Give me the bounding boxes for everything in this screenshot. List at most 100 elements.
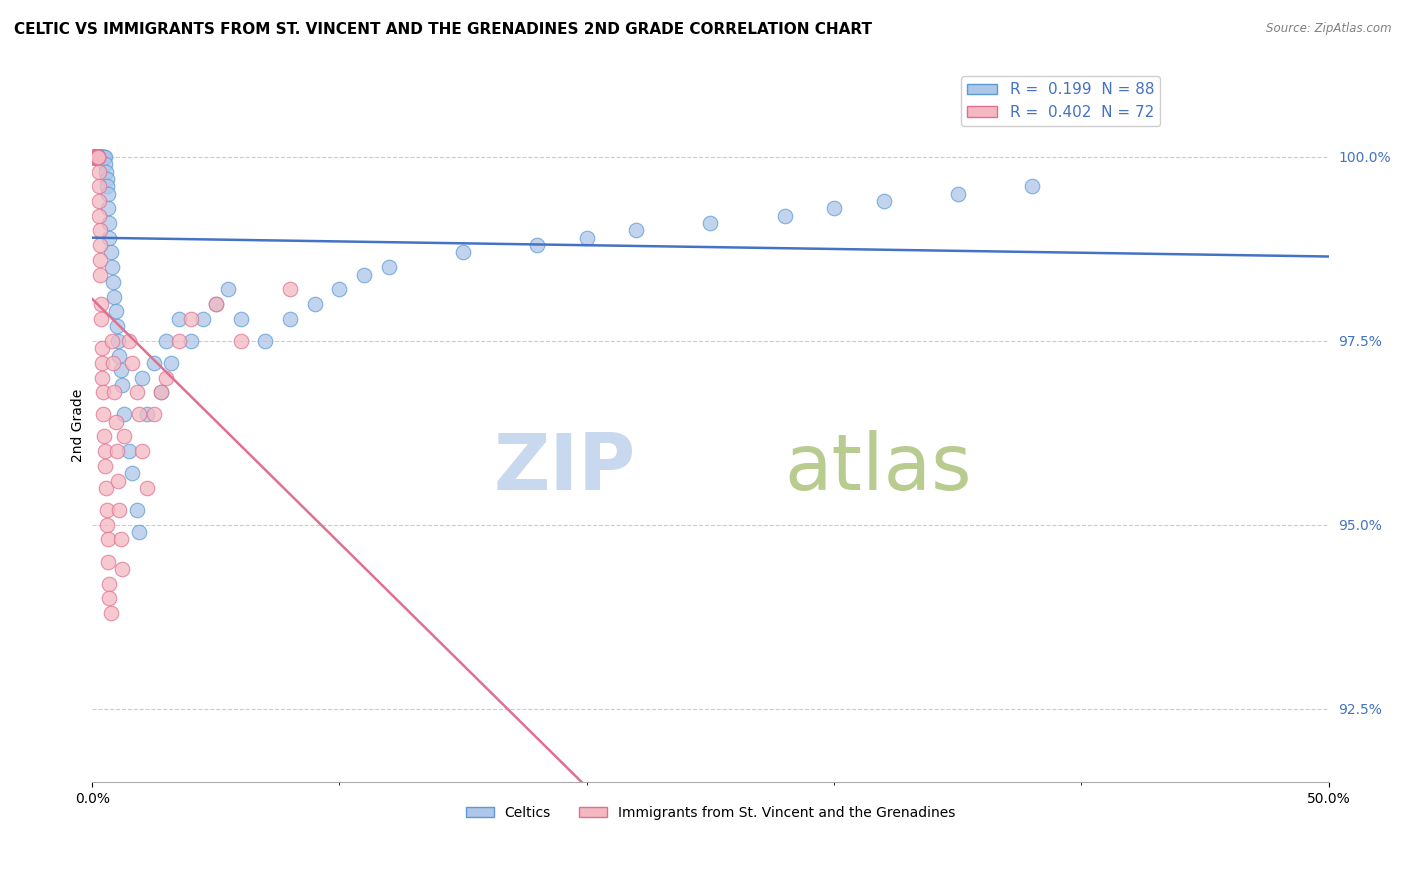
Point <box>121 356 143 370</box>
Point <box>451 245 474 260</box>
Point <box>128 408 150 422</box>
Point <box>217 282 239 296</box>
Point <box>89 209 111 223</box>
Point <box>86 150 108 164</box>
Point <box>626 223 648 237</box>
Text: atlas: atlas <box>785 430 972 507</box>
Point <box>89 238 111 252</box>
Point <box>110 533 132 547</box>
Point <box>353 268 375 282</box>
Point <box>84 150 107 164</box>
Point <box>773 209 796 223</box>
Point <box>94 164 117 178</box>
Point <box>98 591 121 606</box>
Point <box>872 194 894 208</box>
Point <box>89 252 111 267</box>
Point <box>87 150 110 164</box>
Point <box>87 194 110 208</box>
Point <box>526 238 548 252</box>
Point <box>229 334 252 348</box>
Y-axis label: 2nd Grade: 2nd Grade <box>72 389 86 462</box>
Point <box>90 150 112 164</box>
Point <box>946 186 969 201</box>
Point <box>84 150 107 164</box>
Point <box>96 517 118 532</box>
Text: ZIP: ZIP <box>494 430 637 507</box>
Point <box>100 606 122 620</box>
Point <box>103 356 125 370</box>
Point <box>98 216 121 230</box>
Point <box>91 370 114 384</box>
Point <box>84 150 107 164</box>
Point <box>193 311 215 326</box>
Point <box>131 370 153 384</box>
Point <box>229 311 252 326</box>
Point <box>205 297 228 311</box>
Point <box>105 444 128 458</box>
Point <box>91 408 114 422</box>
Point <box>90 150 112 164</box>
Point <box>103 290 125 304</box>
Point <box>143 356 166 370</box>
Point <box>108 503 131 517</box>
Point <box>90 341 112 355</box>
Point <box>699 216 721 230</box>
Point <box>82 150 104 164</box>
Point <box>93 150 115 164</box>
Point <box>91 150 114 164</box>
Point <box>278 282 301 296</box>
Point <box>84 150 107 164</box>
Text: CELTIC VS IMMIGRANTS FROM ST. VINCENT AND THE GRENADINES 2ND GRADE CORRELATION C: CELTIC VS IMMIGRANTS FROM ST. VINCENT AN… <box>14 22 872 37</box>
Point <box>87 150 110 164</box>
Point <box>93 444 115 458</box>
Point <box>110 363 132 377</box>
Point <box>160 356 183 370</box>
Point <box>87 150 110 164</box>
Point <box>93 429 115 443</box>
Point <box>86 150 108 164</box>
Text: Source: ZipAtlas.com: Source: ZipAtlas.com <box>1267 22 1392 36</box>
Point <box>118 334 141 348</box>
Point <box>83 150 105 164</box>
Point <box>83 150 105 164</box>
Point <box>328 282 350 296</box>
Point <box>1021 179 1043 194</box>
Point <box>86 150 108 164</box>
Point <box>167 311 190 326</box>
Point <box>94 458 117 473</box>
Point <box>89 268 111 282</box>
Point <box>89 150 111 164</box>
Point <box>86 150 108 164</box>
Point <box>94 481 117 495</box>
Point <box>84 150 107 164</box>
Point <box>83 150 105 164</box>
Legend: Celtics, Immigrants from St. Vincent and the Grenadines: Celtics, Immigrants from St. Vincent and… <box>460 800 960 825</box>
Point <box>101 260 124 275</box>
Point <box>98 231 121 245</box>
Point <box>135 408 157 422</box>
Point <box>103 275 125 289</box>
Point <box>107 474 129 488</box>
Point <box>84 150 107 164</box>
Point <box>86 150 108 164</box>
Point <box>83 150 105 164</box>
Point <box>125 385 148 400</box>
Point <box>107 334 129 348</box>
Point <box>86 150 108 164</box>
Point <box>86 150 108 164</box>
Point <box>87 150 110 164</box>
Point <box>155 334 177 348</box>
Point <box>87 150 110 164</box>
Point <box>104 304 127 318</box>
Point <box>83 150 105 164</box>
Point <box>118 444 141 458</box>
Point <box>180 311 202 326</box>
Point <box>90 150 112 164</box>
Point <box>98 576 121 591</box>
Point <box>96 179 118 194</box>
Point <box>96 172 118 186</box>
Point <box>84 150 107 164</box>
Point <box>103 385 125 400</box>
Point <box>135 481 157 495</box>
Point <box>89 150 111 164</box>
